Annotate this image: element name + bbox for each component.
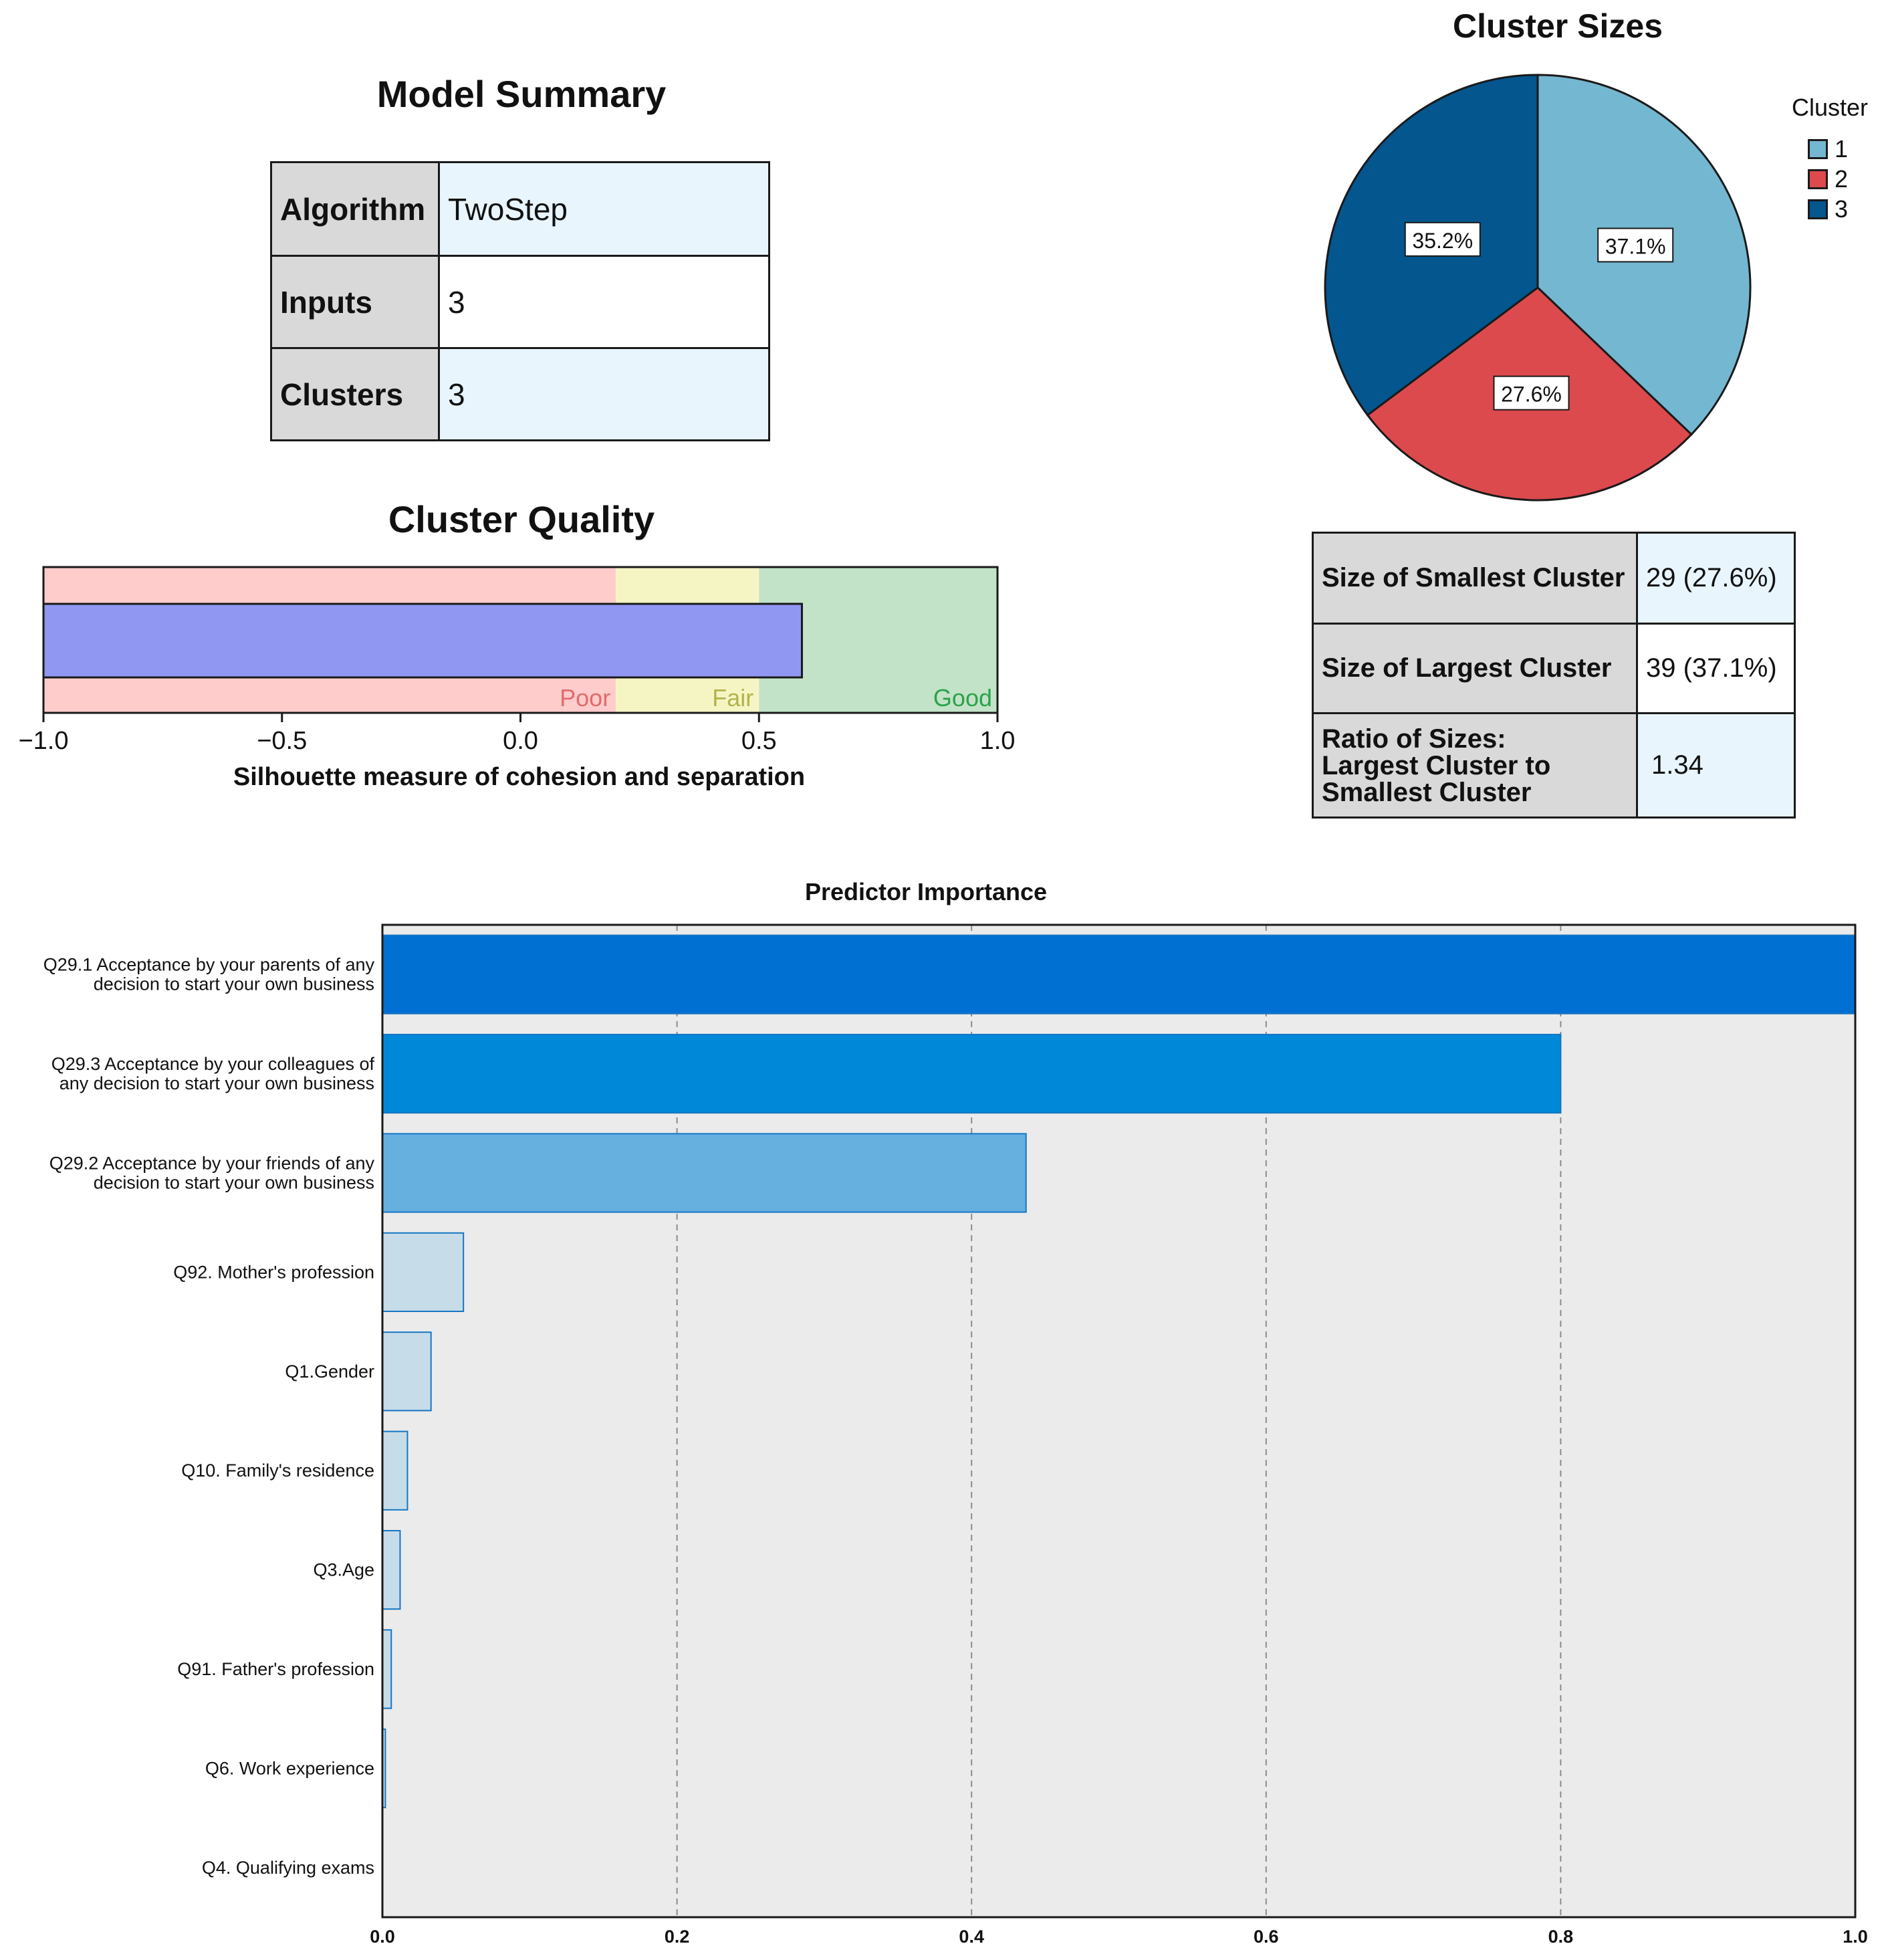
quality-zone-label: Fair [712,684,753,712]
importance-bar [382,934,1856,1014]
predictor-label: Q29.2 Acceptance by your friends of any d… [49,1154,375,1193]
svg-text:35.2%: 35.2% [1412,229,1473,253]
smallest-cluster-value: 29 (27.6%) [1636,532,1796,625]
predictor-label: Q92. Mother's profession [173,1262,374,1282]
legend-swatch [1808,199,1828,219]
legend-swatch [1808,169,1828,189]
legend-item-cluster-3: 3 [1792,194,1882,224]
cluster-size-table: Size of Smallest Cluster 29 (27.6%) Size… [1312,532,1796,819]
plot-frame [381,923,1857,1919]
smallest-cluster-label: Size of Smallest Cluster [1312,532,1638,625]
pie-slice-label: 37.1% [1597,227,1674,263]
quality-tick-label: 1.0 [980,727,1016,755]
legend-title: Cluster [1792,94,1869,121]
quality-tick-label: −1.0 [18,727,68,755]
predictor-label: Q4. Qualifying exams [202,1858,374,1878]
largest-cluster-label: Size of Largest Cluster [1312,623,1638,714]
model-summary-row: Algorithm TwoStep [270,161,770,257]
cluster-size-row: Size of Smallest Cluster 29 (27.6%) [1312,532,1796,625]
svg-text:27.6%: 27.6% [1501,383,1562,407]
quality-tick-label: −0.5 [257,727,307,755]
importance-bar [382,1133,1027,1213]
importance-bar [382,1629,392,1709]
x-tick-label: 0.4 [959,1927,984,1947]
predictor-label: Q1.Gender [285,1362,374,1382]
model-summary-row: Clusters 3 [270,347,770,441]
legend-swatch [1808,138,1828,159]
cluster-sizes-pie-chart: 37.1% 27.6% 35.2% [1324,74,1752,502]
model-summary-title: Model Summary [376,73,667,115]
x-tick-label: 0.8 [1548,1927,1574,1947]
algorithm-value: TwoStep [438,161,770,257]
pie-slice-label: 35.2% [1404,221,1481,257]
largest-cluster-value: 39 (37.1%) [1636,623,1796,714]
predictor-label: Q91. Father's profession [177,1659,374,1679]
quality-x-axis-label: Silhouette measure of cohesion and separ… [233,763,805,791]
pie-slice-label: 27.6% [1493,375,1570,411]
svg-text:37.1%: 37.1% [1605,234,1666,258]
cluster-quality-title: Cluster Quality [388,498,655,540]
x-tick-label: 1.0 [1843,1927,1868,1947]
predictor-label: Q3.Age [313,1560,374,1580]
algorithm-label: Algorithm [270,161,440,257]
clusters-value: 3 [438,347,770,441]
quality-zone-label: Good [933,684,992,712]
inputs-value: 3 [438,255,770,349]
cluster-sizes-title: Cluster Sizes [1452,7,1663,45]
cluster-size-row: Size of Largest Cluster 39 (37.1%) [1312,623,1796,714]
inputs-label: Inputs [270,255,440,349]
importance-bar [382,1430,408,1511]
x-tick-label: 0.0 [370,1927,395,1947]
silhouette-bar [42,603,803,679]
ratio-of-sizes-value: 1.34 [1636,712,1796,819]
importance-bar [382,1331,432,1412]
quality-tick-label: 0.5 [741,727,777,755]
quality-zone-label: Poor [560,684,610,712]
ratio-of-sizes-label: Ratio of Sizes: Largest Cluster to Small… [1312,712,1638,819]
predictor-label: Q29.3 Acceptance by your colleagues of an… [51,1054,375,1093]
legend-label: 2 [1835,165,1849,193]
predictor-importance-title: Predictor Importance [805,878,1047,905]
importance-bar [382,1232,465,1313]
model-summary-row: Inputs 3 [270,255,770,349]
legend-label: 3 [1835,195,1849,223]
x-tick-label: 0.6 [1254,1927,1279,1947]
legend-item-cluster-2: 2 [1792,164,1882,194]
cluster-size-row: Ratio of Sizes: Largest Cluster to Small… [1312,712,1796,819]
quality-tick-label: 0.0 [503,727,538,755]
clusters-label: Clusters [270,347,440,441]
legend-label: 1 [1835,134,1849,162]
importance-bar [382,1529,401,1610]
model-summary-table: Algorithm TwoStep Inputs 3 Clusters 3 [270,161,770,441]
predictor-label: Q29.1 Acceptance by your parents of any d… [43,955,375,994]
x-tick-label: 0.2 [665,1927,690,1947]
predictor-label: Q6. Work experience [205,1758,374,1778]
predictor-label: Q10. Family's residence [181,1460,374,1481]
legend-item-cluster-1: 1 [1792,134,1882,164]
importance-bar [382,1033,1562,1114]
cluster-quality-chart: Poor Fair Good −1.0 −0.5 0.0 0.5 1.0 Silhouette … [18,566,1016,791]
predictor-importance-chart: Predictor Importance Q29.1 Acceptance by … [43,878,1868,1947]
